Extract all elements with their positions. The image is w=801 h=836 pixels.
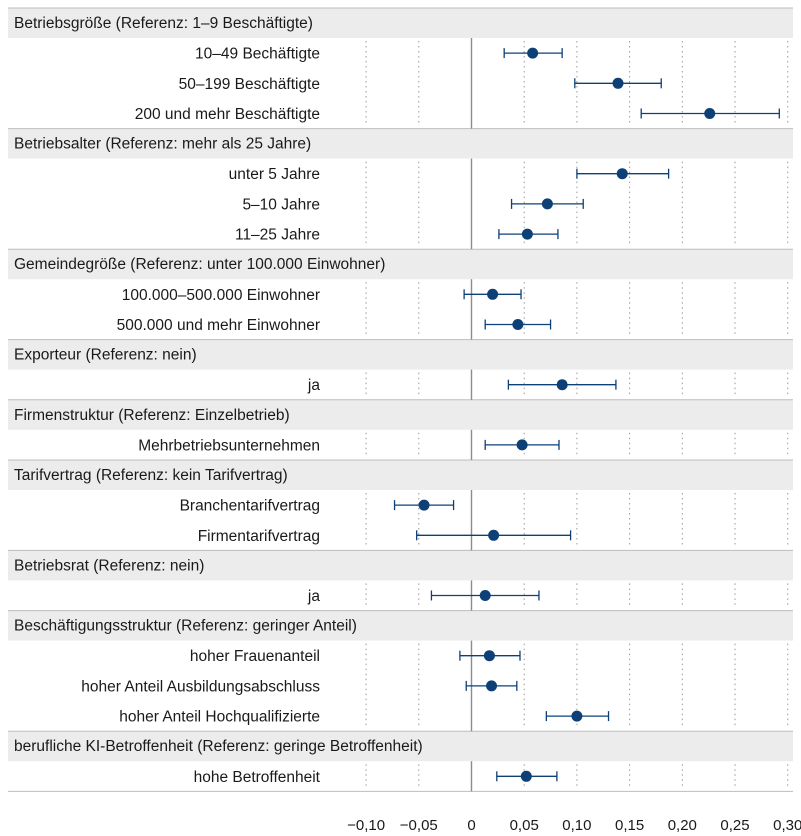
estimate-point (512, 319, 524, 330)
group-header-bg (8, 610, 793, 641)
row-label: 5–10 Jahre (242, 196, 320, 213)
row-label: 11–25 Jahre (235, 227, 320, 244)
group-header-bg (8, 8, 793, 38)
row-label: unter 5 Jahre (229, 166, 320, 183)
estimate-point (704, 108, 716, 119)
row-label: 50–199 Beschäftigte (179, 76, 320, 93)
estimate-point (418, 499, 430, 511)
estimate-point (488, 529, 500, 541)
group-header-bg (8, 128, 793, 159)
x-tick-label: 0,25 (720, 817, 749, 834)
x-tick-label: 0,20 (668, 817, 697, 834)
row-label: Firmentarifvertrag (198, 528, 320, 545)
row-label: ja (307, 377, 320, 394)
estimate-point (520, 770, 532, 782)
estimate-point (612, 77, 624, 89)
row-label: 10–49 Bechäftigte (195, 46, 320, 63)
x-tick-label: −0,10 (347, 817, 385, 834)
estimate-point (571, 710, 583, 722)
estimate-point (483, 650, 495, 662)
group-title: Beschäftigungsstruktur (Referenz: gering… (14, 618, 357, 635)
group-header-bg (8, 460, 793, 490)
group-title: berufliche KI-Betroffenheit (Referenz: g… (14, 738, 423, 755)
row-label: hoher Anteil Ausbildungsabschluss (81, 678, 320, 695)
row-label: hoher Anteil Hochqualifizierte (119, 709, 320, 726)
group-title: Exporteur (Referenz: nein) (14, 347, 197, 364)
group-header-bg (8, 731, 793, 762)
row-label: 100.000–500.000 Einwohner (122, 287, 320, 304)
estimate-point (616, 168, 628, 180)
estimate-point (556, 379, 568, 391)
x-tick-label: 0 (467, 817, 475, 834)
row-label: ja (307, 588, 320, 605)
group-title: Betriebsalter (Referenz: mehr als 25 Jah… (14, 136, 311, 153)
x-tick-label: 0,15 (615, 817, 644, 834)
estimate-point (486, 680, 498, 692)
estimate-point (516, 439, 528, 451)
group-header-bg (8, 339, 793, 370)
x-tick-label: 0,05 (510, 817, 539, 834)
x-tick-label: 0,10 (562, 817, 591, 834)
x-tick-label: −0,05 (400, 817, 438, 834)
row-label: Branchentarifvertrag (180, 498, 320, 515)
group-header-bg (8, 249, 793, 280)
estimate-point (541, 198, 553, 210)
estimate-point (527, 47, 539, 59)
group-header-bg (8, 399, 793, 430)
row-label: hoher Frauenanteil (190, 648, 320, 665)
estimate-point (521, 228, 533, 240)
group-header-bg (8, 550, 793, 581)
group-title: Betriebsrat (Referenz: nein) (14, 557, 204, 574)
group-title: Tarifvertrag (Referenz: kein Tarifvertra… (14, 467, 288, 484)
row-label: Mehrbetriebsunternehmen (138, 437, 320, 454)
group-title: Gemeindegröße (Referenz: unter 100.000 E… (14, 256, 385, 273)
estimate-point (479, 590, 491, 601)
estimate-point (487, 288, 499, 300)
row-label: 500.000 und mehr Einwohner (117, 317, 320, 334)
row-label: hohe Betroffenheit (194, 769, 321, 786)
row-label: 200 und mehr Beschäftigte (135, 106, 320, 123)
group-title: Betriebsgröße (Referenz: 1–9 Beschäftigt… (14, 15, 313, 32)
x-tick-label: 0,30 (773, 817, 801, 834)
group-title: Firmenstruktur (Referenz: Einzelbetrieb) (14, 407, 290, 424)
